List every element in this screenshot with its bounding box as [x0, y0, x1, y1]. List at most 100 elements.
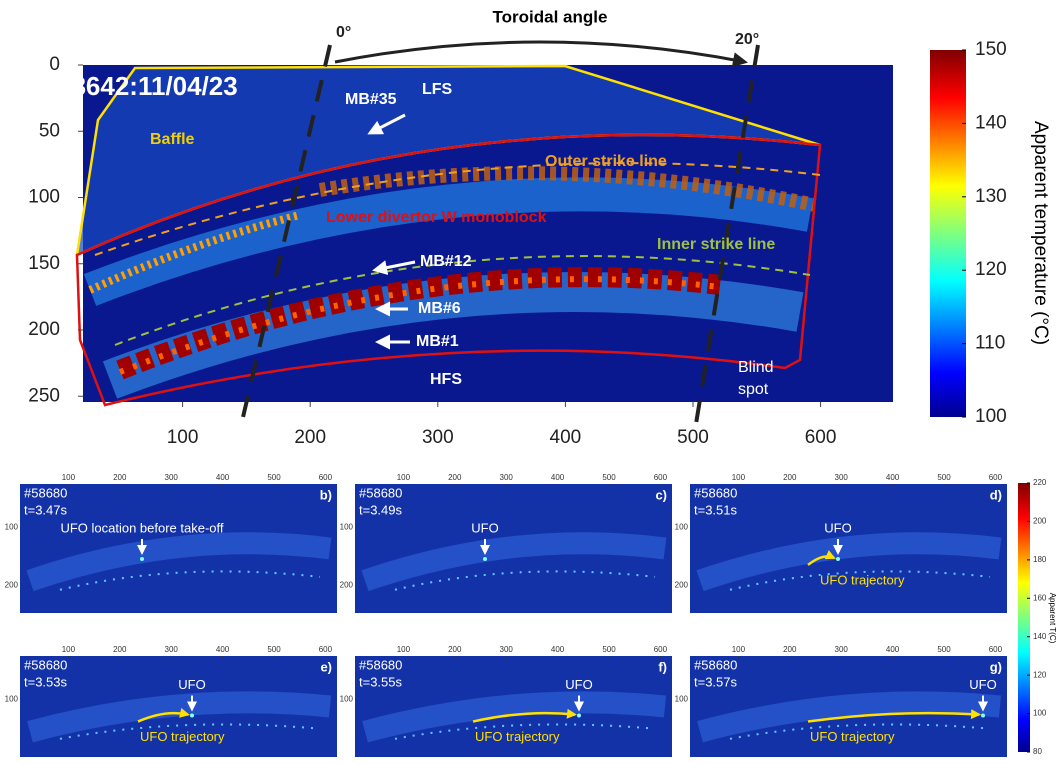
- small-x-tick-label: 100: [62, 645, 76, 654]
- mb35-label: MB#35: [345, 91, 397, 108]
- ufo-label: UFO location before take-off: [60, 520, 223, 535]
- ufo-label: UFO: [471, 520, 498, 535]
- figure: Toroidal angle 58642:11/04/23 0° 20° LFS…: [0, 0, 1061, 759]
- small-x-tick-label: 400: [551, 473, 565, 482]
- colorbar-label: Apparent temperature (°C): [1030, 121, 1051, 345]
- small-x-tick-label: 300: [500, 473, 514, 482]
- trajectory-label: UFO trajectory: [820, 572, 905, 587]
- panel-label: d): [990, 487, 1002, 502]
- panel-shot: #58680: [359, 485, 402, 500]
- small-colorbar-tick-label: 200: [1033, 517, 1047, 526]
- blind-label: Blind: [738, 359, 774, 376]
- colorbar-tick-label: 110: [975, 333, 1005, 354]
- ufo-label: UFO: [565, 677, 592, 692]
- angle-start: 0°: [336, 24, 351, 41]
- panel-label: g): [990, 659, 1002, 674]
- ufo-spot: [836, 557, 840, 561]
- trajectory-label: UFO trajectory: [475, 729, 560, 744]
- small-x-tick-label: 400: [886, 473, 900, 482]
- ufo-spot: [190, 714, 194, 718]
- y-tick-label: 50: [39, 120, 60, 141]
- small-y-tick-label: 100: [675, 695, 689, 704]
- panel-shot: #58680: [24, 485, 67, 500]
- panel-time: t=3.51s: [694, 502, 738, 517]
- x-tick-label: 400: [550, 427, 582, 448]
- panel-time: t=3.53s: [24, 674, 68, 689]
- small-x-tick-label: 200: [783, 645, 797, 654]
- small-y-tick-label: 200: [5, 581, 19, 590]
- blind-label: spot: [738, 381, 769, 398]
- mb12-label: MB#12: [420, 253, 472, 270]
- small-x-tick-label: 500: [937, 473, 951, 482]
- panel-time: t=3.47s: [24, 502, 68, 517]
- small-y-tick-label: 200: [340, 581, 354, 590]
- small-x-tick-label: 400: [216, 645, 230, 654]
- small-x-tick-label: 600: [654, 645, 668, 654]
- small-colorbar-tick-label: 220: [1033, 478, 1047, 487]
- ufo-label: UFO: [969, 677, 996, 692]
- ufo-spot: [577, 714, 581, 718]
- colorbar-tick-label: 150: [975, 39, 1007, 60]
- small-y-tick-label: 100: [675, 523, 689, 532]
- small-x-tick-label: 200: [113, 473, 127, 482]
- small-x-tick-label: 600: [989, 645, 1003, 654]
- small-y-tick-label: 200: [675, 581, 689, 590]
- small-x-tick-label: 200: [113, 645, 127, 654]
- small-x-tick-label: 500: [602, 473, 616, 482]
- small-x-tick-label: 300: [835, 645, 849, 654]
- small-x-tick-label: 300: [835, 473, 849, 482]
- inner-strike-label: Inner strike line: [657, 236, 775, 253]
- hfs-label: HFS: [430, 371, 462, 388]
- small-y-tick-label: 100: [340, 523, 354, 532]
- small-colorbar-tick-label: 80: [1033, 747, 1042, 756]
- shot-label: 58642:11/04/23: [57, 71, 238, 101]
- small-x-tick-label: 100: [397, 473, 411, 482]
- ufo-spot: [140, 557, 144, 561]
- panel-label: b): [320, 487, 332, 502]
- x-tick-label: 500: [677, 427, 709, 448]
- x-tick-label: 300: [422, 427, 454, 448]
- small-x-tick-label: 200: [448, 473, 462, 482]
- small-x-tick-label: 100: [397, 645, 411, 654]
- mb6-label: MB#6: [418, 300, 461, 317]
- small-colorbar-tick-label: 120: [1033, 670, 1047, 679]
- colorbar-tick-label: 120: [975, 259, 1007, 280]
- small-x-tick-label: 500: [602, 645, 616, 654]
- small-x-tick-label: 600: [989, 473, 1003, 482]
- small-x-tick-label: 500: [267, 645, 281, 654]
- panel-time: t=3.55s: [359, 674, 403, 689]
- small-x-tick-label: 500: [937, 645, 951, 654]
- small-colorbar-tick-label: 180: [1033, 555, 1047, 564]
- small-x-tick-label: 600: [319, 645, 333, 654]
- small-x-tick-label: 400: [551, 645, 565, 654]
- small-x-tick-label: 500: [267, 473, 281, 482]
- small-y-tick-label: 100: [5, 523, 19, 532]
- small-x-tick-label: 600: [319, 473, 333, 482]
- main-title: Toroidal angle: [493, 7, 608, 26]
- small-x-tick-label: 600: [654, 473, 668, 482]
- small-x-tick-label: 400: [886, 645, 900, 654]
- ufo-spot: [483, 557, 487, 561]
- colorbar-tick-label: 140: [975, 112, 1007, 133]
- outer-strike-label: Outer strike line: [545, 153, 667, 170]
- mb1-label: MB#1: [416, 333, 459, 350]
- small-y-tick-label: 100: [5, 695, 19, 704]
- colorbar-tick-label: 130: [975, 186, 1007, 207]
- trajectory-label: UFO trajectory: [810, 729, 895, 744]
- small-x-tick-label: 300: [165, 645, 179, 654]
- y-tick-label: 250: [28, 385, 60, 406]
- panel-time: t=3.57s: [694, 674, 738, 689]
- ufo-spot: [981, 714, 985, 718]
- angle-end: 20°: [735, 31, 759, 48]
- ufo-label: UFO: [178, 677, 205, 692]
- panel-label: e): [320, 659, 332, 674]
- panel-shot: #58680: [694, 485, 737, 500]
- trajectory-label: UFO trajectory: [140, 729, 225, 744]
- panel-shot: #58680: [24, 657, 67, 672]
- panel-shot: #58680: [694, 657, 737, 672]
- small-x-tick-label: 100: [732, 473, 746, 482]
- small-x-tick-label: 200: [448, 645, 462, 654]
